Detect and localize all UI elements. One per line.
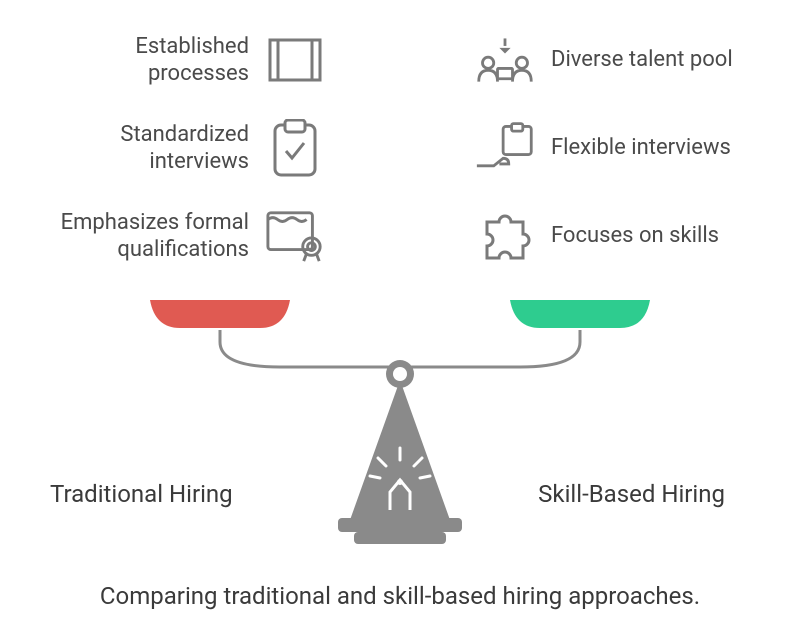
right-item-2: Focuses on skills: [475, 206, 755, 266]
certificate-icon: [265, 206, 325, 266]
right-title: Skill-Based Hiring: [538, 480, 725, 508]
infographic-container: Established processes Standardized inter…: [0, 0, 800, 638]
right-item-2-label: Focuses on skills: [551, 222, 719, 250]
left-item-1: Standardized interviews: [45, 118, 325, 178]
scale: [0, 300, 800, 550]
scale-pan-left: [150, 300, 290, 330]
right-item-0-label: Diverse talent pool: [551, 46, 733, 74]
right-column: Diverse talent pool Flexible interviews: [475, 30, 755, 266]
scale-pan-right: [510, 300, 650, 330]
hand-card-icon: [475, 118, 535, 178]
caption: Comparing traditional and skill-based hi…: [0, 582, 800, 610]
left-item-2: Emphasizes formal qualifications: [45, 206, 325, 266]
people-icon: [475, 30, 535, 90]
scale-fulcrum: [310, 360, 490, 540]
left-item-2-label: Emphasizes formal qualifications: [45, 209, 249, 264]
right-item-0: Diverse talent pool: [475, 30, 755, 90]
left-item-0-label: Established processes: [45, 33, 249, 88]
folder-icon: [265, 30, 325, 90]
right-item-1: Flexible interviews: [475, 118, 755, 178]
right-item-1-label: Flexible interviews: [551, 134, 731, 162]
clipboard-check-icon: [265, 118, 325, 178]
left-item-1-label: Standardized interviews: [45, 121, 249, 176]
left-item-0: Established processes: [45, 30, 325, 90]
comparison-columns: Established processes Standardized inter…: [0, 0, 800, 266]
puzzle-icon: [475, 206, 535, 266]
left-title: Traditional Hiring: [50, 480, 233, 508]
left-column: Established processes Standardized inter…: [45, 30, 325, 266]
